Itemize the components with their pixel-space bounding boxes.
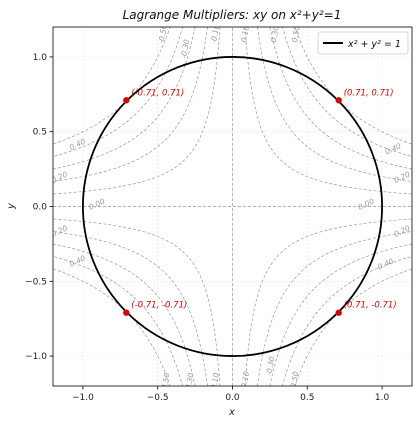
contour-line bbox=[244, 218, 412, 386]
contour-line bbox=[294, 27, 412, 145]
y-tick-label: −1.0 bbox=[25, 352, 47, 362]
y-tick-label: 1.0 bbox=[33, 53, 48, 63]
contour-line bbox=[53, 243, 196, 386]
contour-label: -0.30 bbox=[179, 38, 191, 59]
chart-title: Lagrange Multipliers: xy on x²+y²=1 bbox=[123, 8, 342, 22]
critical-point-label: (-0.71, -0.71) bbox=[131, 301, 187, 311]
plot-area bbox=[53, 27, 412, 386]
constraint-circle bbox=[82, 56, 383, 357]
x-tick-label: −1.0 bbox=[72, 393, 94, 403]
x-axis-label: x bbox=[228, 407, 235, 418]
x-tick-label: 0.5 bbox=[300, 393, 314, 403]
contour-label: -0.10 bbox=[209, 23, 221, 44]
contour-line bbox=[282, 256, 412, 386]
contour-line bbox=[257, 27, 412, 182]
critical-point bbox=[123, 97, 130, 104]
critical-point bbox=[123, 309, 130, 316]
constraint-circle-path bbox=[82, 56, 383, 357]
contour-line bbox=[294, 268, 412, 386]
contour-label: 0.50 bbox=[160, 372, 172, 390]
contour-label: 0.50 bbox=[290, 25, 302, 43]
contour-label: -0.50 bbox=[288, 371, 300, 392]
contour-line bbox=[269, 27, 412, 170]
critical-point bbox=[335, 97, 342, 104]
y-tick-label: −0.5 bbox=[25, 277, 47, 287]
x-tick-label: 1.0 bbox=[375, 393, 390, 403]
contour-line bbox=[53, 27, 196, 170]
critical-point-label: (0.71, -0.71) bbox=[344, 301, 397, 311]
contour-line bbox=[282, 27, 412, 157]
contour-line bbox=[257, 231, 412, 386]
critical-point-label: (-0.71, 0.71) bbox=[131, 88, 184, 98]
contour-lines bbox=[53, 27, 412, 386]
contour-label: 0.10 bbox=[239, 25, 251, 43]
contour-line bbox=[244, 27, 412, 195]
critical-point-label: (0.71, 0.71) bbox=[344, 88, 394, 98]
contour-line bbox=[53, 231, 208, 386]
y-tick-label: 0.0 bbox=[33, 203, 48, 213]
contour-line bbox=[53, 218, 221, 386]
contour-label: -0.10 bbox=[239, 371, 251, 392]
contour-line bbox=[53, 27, 208, 182]
contour-line bbox=[53, 256, 183, 386]
legend-label: x² + y² = 1 bbox=[347, 39, 401, 50]
x-tick-label: −0.5 bbox=[147, 393, 169, 403]
contour-line bbox=[53, 268, 171, 386]
axis-ticks: −1.0 −0.5 0.0 0.5 1.0 −1.0 −0.5 0.0 0.5 1.0 bbox=[25, 53, 389, 403]
x-tick-label: 0.0 bbox=[225, 393, 240, 403]
contour-label: 0.30 bbox=[269, 25, 281, 43]
contour-line bbox=[53, 27, 183, 157]
contour-line bbox=[53, 27, 221, 195]
y-tick-label: 0.5 bbox=[33, 128, 47, 138]
contour-label: -0.50 bbox=[157, 23, 169, 44]
legend-box bbox=[317, 31, 409, 55]
contour-label: 0.30 bbox=[184, 372, 196, 390]
critical-point bbox=[335, 309, 342, 316]
contour-line bbox=[53, 27, 171, 145]
contour-label: -0.30 bbox=[264, 356, 276, 377]
legend: x² + y² = 1 bbox=[317, 31, 409, 55]
contour-label: 0.10 bbox=[209, 372, 221, 390]
y-axis-label: y bbox=[6, 202, 17, 210]
critical-points: (-0.71, 0.71) (0.71, 0.71) (-0.71, -0.71) (… bbox=[123, 88, 397, 316]
contour-line bbox=[269, 243, 412, 386]
